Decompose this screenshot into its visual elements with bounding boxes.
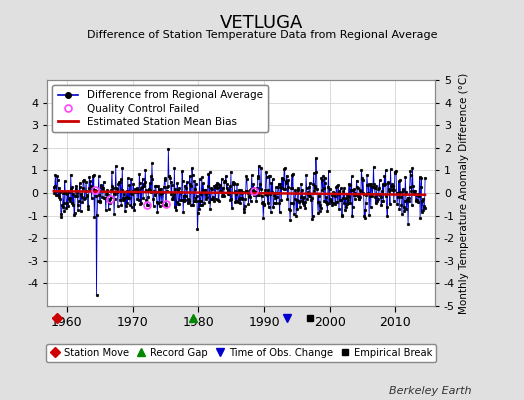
Text: VETLUGA: VETLUGA [220,14,304,32]
Legend: Station Move, Record Gap, Time of Obs. Change, Empirical Break: Station Move, Record Gap, Time of Obs. C… [46,344,436,362]
Legend: Difference from Regional Average, Quality Control Failed, Estimated Station Mean: Difference from Regional Average, Qualit… [52,85,268,132]
Text: Difference of Station Temperature Data from Regional Average: Difference of Station Temperature Data f… [87,30,437,40]
Text: Berkeley Earth: Berkeley Earth [389,386,472,396]
Y-axis label: Monthly Temperature Anomaly Difference (°C): Monthly Temperature Anomaly Difference (… [459,72,469,314]
